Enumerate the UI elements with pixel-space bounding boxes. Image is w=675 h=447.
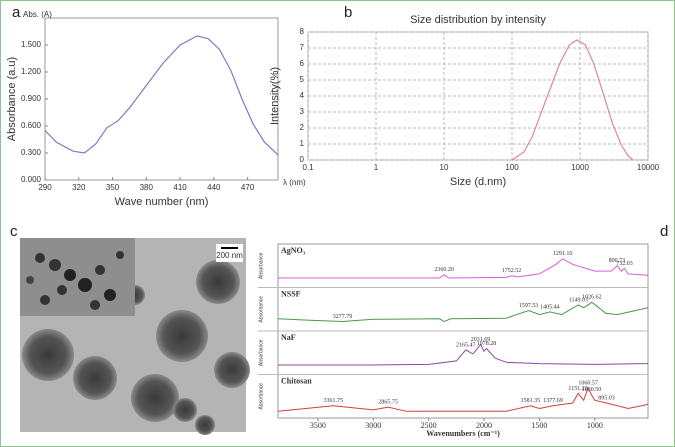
x-tick-label: 3500 [310, 421, 326, 430]
panel-label: d [660, 223, 668, 240]
y-tick-label: 1.200 [21, 67, 42, 76]
peak-label: 1026.62 [582, 295, 602, 301]
y-axis-label: Intensity(%) [269, 67, 281, 125]
x-tick-label: 410 [173, 183, 187, 192]
peak-label: 1752.52 [502, 268, 522, 274]
peak-label: 1030.50 [582, 387, 602, 393]
peak-label: 1405.44 [540, 304, 560, 310]
x-tick-label: 0.1 [302, 163, 314, 172]
x-tick-label: 440 [207, 183, 221, 192]
spectrum-line [277, 386, 649, 412]
x-tick-label: 2500 [421, 421, 437, 430]
y-tick-label: 3 [300, 107, 305, 116]
x-tick-label: 100 [505, 163, 519, 172]
peak-label: 3361.75 [323, 398, 343, 404]
y-axis-label: Absorbance (a.u) [6, 57, 18, 141]
peak-label: 2031.69 [471, 337, 491, 343]
spectrum-line [278, 343, 649, 366]
peak-label: 1149.03 [569, 297, 588, 303]
x-axis-label: Wave number (nm) [115, 196, 209, 208]
series-label: NaF [281, 333, 296, 342]
x-tick-label: 1500 [531, 421, 547, 430]
x-tick-label: 380 [140, 183, 154, 192]
scale-bar-label: 200 nm [216, 251, 243, 260]
y-axis-label: Absorbance [258, 339, 264, 366]
y-tick-label: 0.000 [21, 175, 42, 184]
x-tick-label: 10000 [637, 163, 660, 172]
peak-label: 800.73 [609, 258, 626, 264]
y-axis-label: Absorbance [258, 383, 264, 410]
y-tick-label: 4 [300, 91, 305, 100]
y-axis-label: Absorbance [258, 296, 264, 323]
panel-label: a [12, 4, 21, 21]
y-tick-label: 1 [300, 139, 305, 148]
peak-label: 895.03 [598, 395, 615, 401]
x-unit-label: λ (nm) [283, 178, 306, 187]
chart-title: Size distribution by intensity [410, 14, 546, 26]
spectrum-line [277, 301, 649, 323]
x-tick-label: 1000 [587, 421, 603, 430]
y-unit-label: Abs. (A) [23, 10, 52, 19]
peak-label: 732.03 [616, 261, 633, 267]
x-tick-label: 3000 [365, 421, 381, 430]
peak-label: 1377.69 [543, 398, 563, 404]
y-tick-label: 2 [300, 123, 305, 132]
x-tick-label: 10 [440, 163, 449, 172]
data-line [44, 35, 279, 156]
y-tick-label: 5 [300, 75, 305, 84]
x-tick-label: 1 [374, 163, 379, 172]
peak-label: 2865.75 [378, 400, 398, 406]
y-tick-label: 0.600 [21, 121, 42, 130]
y-tick-label: 7 [300, 43, 305, 52]
data-line [511, 39, 634, 161]
x-tick-label: 2000 [476, 421, 492, 430]
peak-label: 2165.47 [456, 342, 476, 348]
peak-label: 1060.57 [578, 380, 598, 386]
x-axis-label: Wavenumbers (cm⁻¹) [426, 429, 500, 438]
y-axis-label: Absorbance [258, 252, 264, 279]
peak-label: 1597.53 [519, 303, 539, 309]
tem-image [20, 238, 250, 435]
panel-label: c [10, 223, 18, 240]
peak-label: 1581.35 [521, 398, 541, 404]
x-tick-label: 470 [241, 183, 255, 192]
x-tick-label: 1000 [571, 163, 589, 172]
y-tick-label: 6 [300, 59, 305, 68]
peak-label: 1291.10 [553, 251, 573, 257]
peak-label: 2360.20 [434, 267, 454, 273]
y-tick-label: 1.500 [21, 40, 42, 49]
panel-label: b [344, 4, 352, 21]
spectrum-line [278, 258, 649, 279]
y-tick-label: 0 [300, 155, 305, 164]
y-tick-label: 0.900 [21, 94, 42, 103]
x-tick-label: 350 [106, 183, 120, 192]
y-tick-label: 0.300 [21, 148, 42, 157]
peak-label: 1151.22 [568, 386, 587, 392]
series-label: NSSF [281, 289, 301, 298]
y-tick-label: 8 [300, 27, 305, 36]
x-tick-label: 320 [72, 183, 86, 192]
series-label: Chitosan [281, 376, 312, 385]
x-axis-label: Size (d.nm) [450, 176, 506, 188]
peak-label: 1978.28 [477, 341, 497, 347]
peak-label: 3277.79 [333, 314, 353, 320]
series-label: AgNO₃ [281, 246, 306, 255]
x-tick-label: 290 [38, 183, 52, 192]
